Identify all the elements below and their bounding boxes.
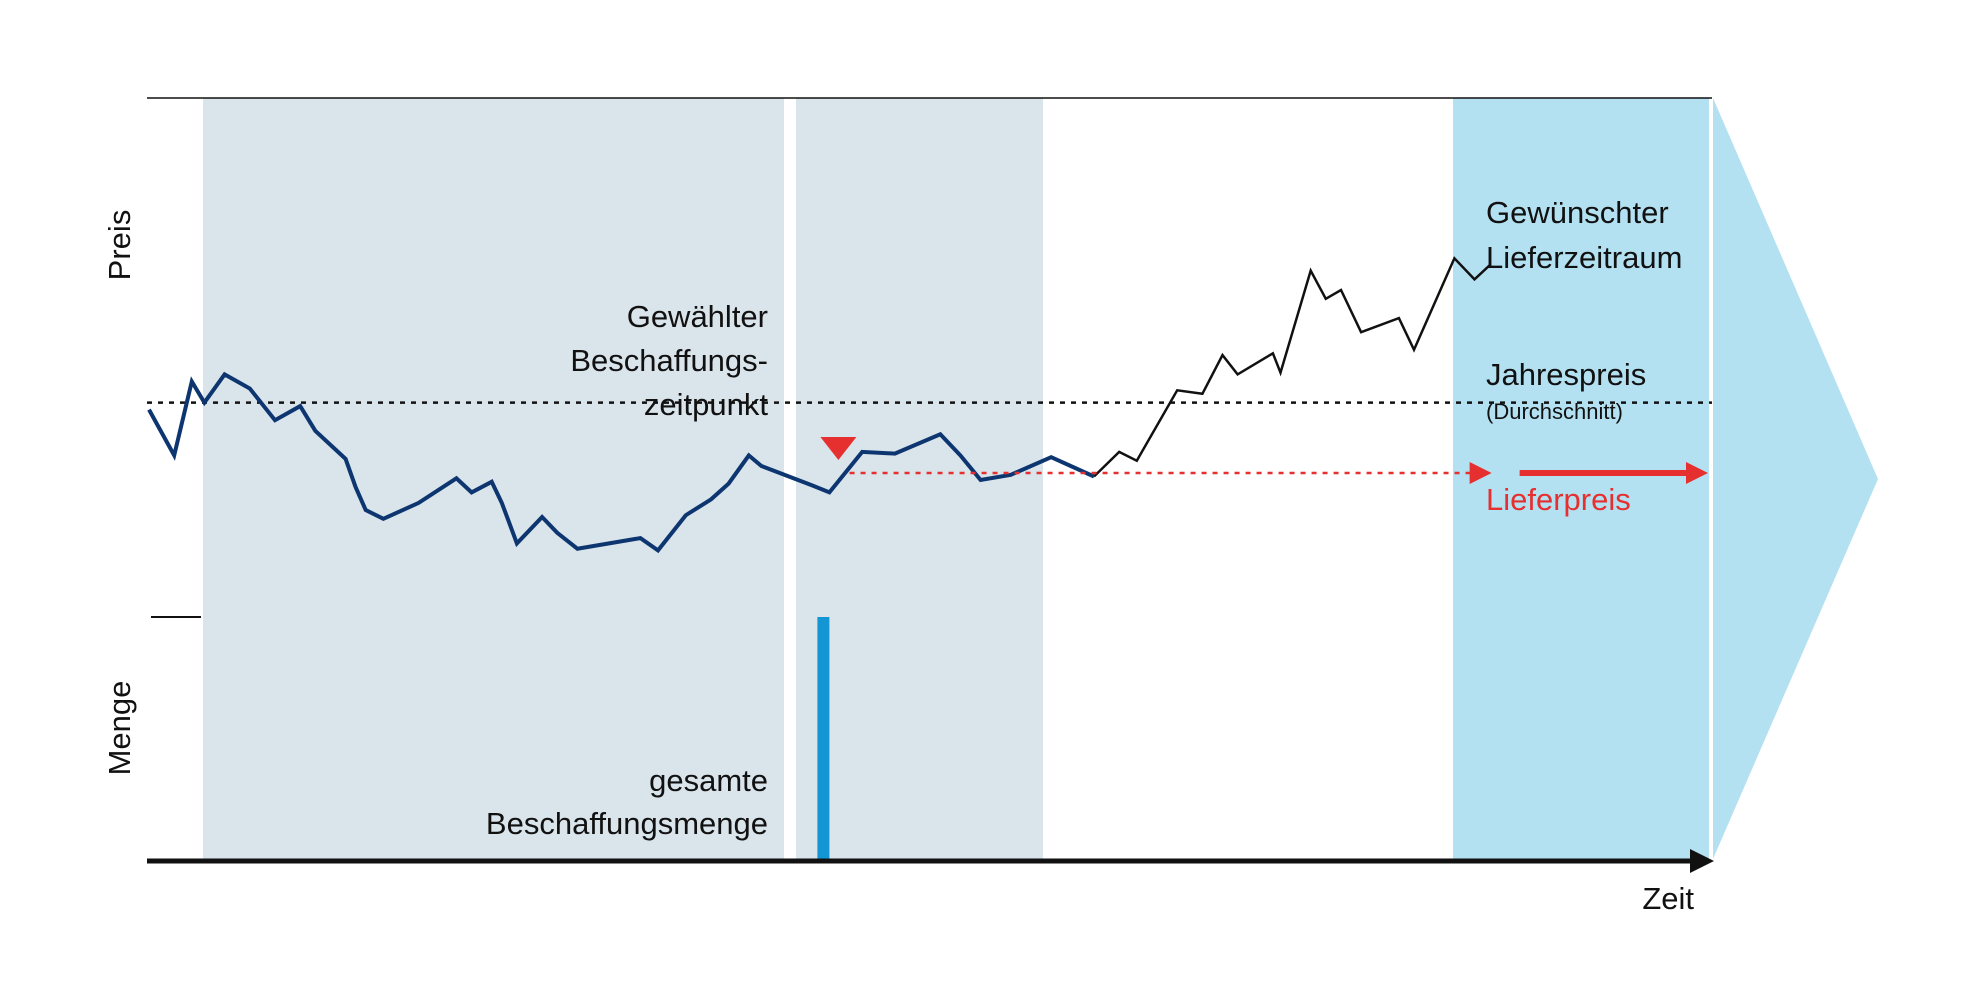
chosen-time-label-2: Beschaffungs- <box>570 343 768 378</box>
total-quantity-label-1: gesamte <box>649 763 768 798</box>
procurement-window-before <box>203 98 784 859</box>
y-label-quantity: Menge <box>102 681 137 776</box>
total-quantity-label-2: Beschaffungsmenge <box>486 806 768 841</box>
delivery-period-label-2: Lieferzeitraum <box>1486 240 1682 275</box>
delivery-price-label: Lieferpreis <box>1486 482 1631 517</box>
y-label-price: Preis <box>102 210 137 281</box>
price-line-future <box>1093 256 1491 478</box>
delivery-price-end-arrowhead <box>1686 462 1708 484</box>
procurement-window-after <box>796 98 1043 859</box>
delivery-price-arrowhead <box>1469 462 1492 484</box>
annual-price-note: (Durchschnitt) <box>1486 399 1623 424</box>
delivery-period-band <box>1453 98 1709 859</box>
chosen-time-label-1: Gewählter <box>627 299 768 334</box>
price-line-past <box>147 371 1095 554</box>
delivery-period-arrow <box>1713 98 1878 859</box>
chosen-time-label-3: zeitpunkt <box>644 387 768 422</box>
purchase-time-marker <box>820 437 857 460</box>
x-axis-arrowhead <box>1690 849 1714 873</box>
x-label-time: Zeit <box>1642 881 1694 916</box>
annual-price-label: Jahrespreis <box>1486 357 1646 392</box>
delivery-period-label-1: Gewünschter <box>1486 195 1669 230</box>
total-quantity-bar <box>817 617 830 859</box>
